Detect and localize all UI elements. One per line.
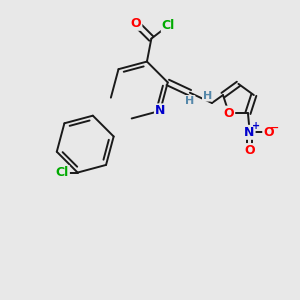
Text: O: O (244, 144, 255, 157)
Text: O: O (131, 17, 141, 30)
Text: O: O (224, 107, 234, 120)
Text: O: O (263, 126, 274, 139)
Text: +: + (252, 121, 260, 131)
Text: N: N (244, 126, 255, 139)
Text: −: − (270, 123, 280, 133)
Text: Cl: Cl (56, 166, 69, 179)
Text: H: H (203, 91, 212, 100)
Text: N: N (155, 104, 165, 117)
Text: H: H (185, 96, 194, 106)
Text: Cl: Cl (162, 19, 175, 32)
